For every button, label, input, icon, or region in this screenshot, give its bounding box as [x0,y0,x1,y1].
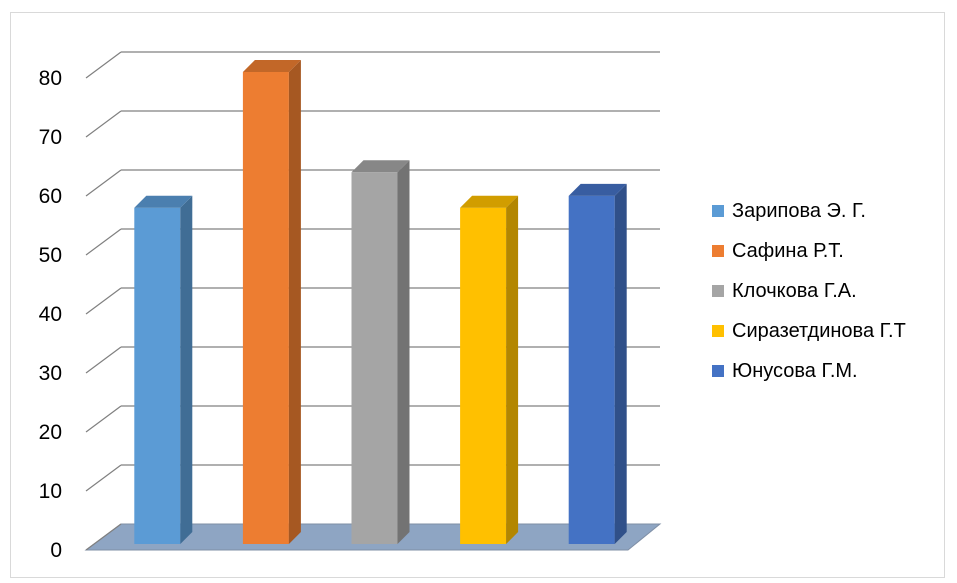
gridline-side [85,51,122,79]
bar-side [397,160,410,545]
y-tick-label: 0 [50,539,62,562]
legend-label: Сиразетдинова Г.Т [732,319,906,342]
bar-side [506,195,519,544]
legend-swatch [712,245,724,257]
y-tick-label: 10 [39,480,62,503]
y-tick-label: 80 [39,67,62,90]
bar [242,72,289,544]
legend-item: Сафина Р.Т. [712,231,906,271]
bar-side [288,60,301,544]
bar [568,195,615,544]
bar [351,172,398,545]
legend-item: Юнусова Г.М. [712,351,906,391]
y-tick-label: 30 [39,362,62,385]
bar-top [568,183,627,196]
legend-label: Зарипова Э. Г. [732,199,866,222]
y-tick-label: 20 [39,421,62,444]
legend-label: Юнусова Г.М. [732,359,858,382]
gridline-side [85,523,122,551]
legend-swatch [712,285,724,297]
bar [134,207,181,544]
gridline-side [85,405,122,433]
legend: Зарипова Э. Г. Сафина Р.Т. Клочкова Г.А.… [712,191,906,391]
bar-side [180,195,193,544]
y-tick-label: 60 [39,185,62,208]
y-tick-label: 40 [39,303,62,326]
bar-top [242,60,301,72]
gridline-side [85,464,122,492]
bar-top [351,160,410,173]
bar-side [614,183,627,544]
gridline-side [85,110,122,138]
gridline-side [85,169,122,197]
gridline-side [85,287,122,315]
legend-label: Сафина Р.Т. [732,239,844,262]
legend-swatch [712,205,724,217]
y-tick-label: 70 [39,126,62,149]
bar-top [134,195,193,208]
legend-swatch [712,365,724,377]
legend-item: Сиразетдинова Г.Т [712,311,906,351]
gridline-side [85,228,122,256]
gridline-side [85,346,122,374]
legend-swatch [712,325,724,337]
legend-item: Зарипова Э. Г. [712,191,906,231]
y-tick-label: 50 [39,244,62,267]
bar-top [460,195,519,208]
bar [460,207,507,544]
legend-label: Клочкова Г.А. [732,279,857,302]
legend-item: Клочкова Г.А. [712,271,906,311]
